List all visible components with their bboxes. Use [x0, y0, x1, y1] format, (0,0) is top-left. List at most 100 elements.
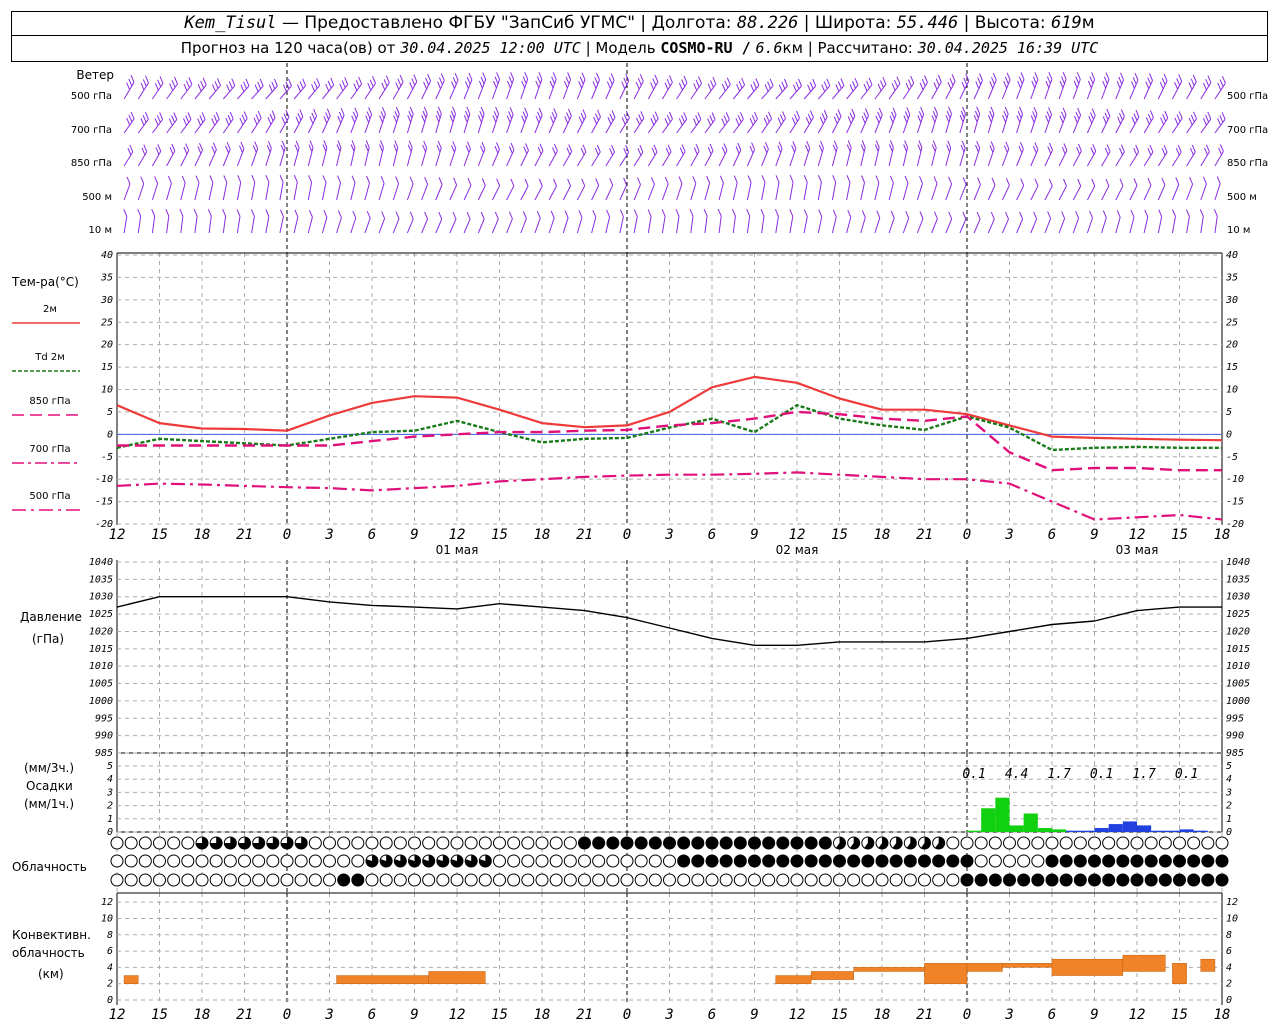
- cloud-symbol: [1215, 836, 1229, 850]
- wind-barb: [732, 77, 746, 100]
- wind-barb: [718, 175, 724, 201]
- calc-label: Рассчитано:: [817, 39, 913, 57]
- wind-barb: [817, 140, 824, 167]
- cloud-circle: [393, 873, 407, 887]
- wind-barb: [123, 75, 135, 100]
- cloud-symbol: [1173, 854, 1186, 868]
- wind-barb: [846, 210, 852, 234]
- x-tick-label-bottom: 6: [368, 1007, 376, 1023]
- wind-barb: [661, 209, 666, 234]
- cloud-symbol: [988, 854, 1002, 868]
- wind-barb: [690, 176, 697, 201]
- wind-barb: [647, 177, 655, 201]
- wind-barb: [717, 208, 722, 234]
- wind-barb: [265, 110, 276, 134]
- precip-bar: [1193, 830, 1208, 832]
- temp-tick-right: 15: [1226, 362, 1238, 373]
- x-tick-label-bottom: 15: [151, 1007, 168, 1023]
- cloud-symbol: [719, 854, 733, 868]
- wind-barb: [392, 176, 400, 201]
- x-tick-label: 15: [491, 527, 508, 543]
- wind-barb: [973, 141, 981, 167]
- precip-bar: [1094, 828, 1109, 832]
- cloud-symbol: [209, 854, 223, 868]
- cloud-fill: [876, 855, 888, 867]
- x-tick-label-bottom: 6: [708, 1007, 716, 1023]
- wind-barb: [1030, 107, 1038, 134]
- wind-barb: [676, 75, 688, 100]
- wind-barb: [902, 175, 909, 201]
- wind-barb: [506, 72, 515, 100]
- wind-barb: [293, 109, 304, 134]
- cloud-symbol: [464, 836, 478, 850]
- cloud-symbol: [1088, 873, 1101, 887]
- wind-barb: [378, 75, 390, 100]
- pressure-tick-right: 1040: [1226, 557, 1250, 568]
- cloud-fill: [422, 854, 435, 868]
- temp-tick-left: 5: [107, 407, 113, 418]
- wind-barb: [534, 211, 541, 234]
- wind-barb: [449, 141, 457, 167]
- cloud-symbol: [648, 873, 662, 887]
- x-tick-label-bottom: 15: [491, 1007, 508, 1023]
- cloud-circle: [507, 836, 521, 850]
- wind-barb: [1214, 144, 1224, 167]
- wind-barb: [520, 211, 527, 234]
- wind-barb: [435, 211, 443, 234]
- precip-tick-right: 2: [1226, 801, 1232, 812]
- wind-barb: [846, 78, 859, 100]
- wind-barb: [491, 106, 500, 134]
- cloud-symbol: [1130, 873, 1144, 887]
- pressure-tick-right: 1030: [1226, 592, 1250, 603]
- wind-barb: [916, 75, 928, 100]
- cloud-circle: [167, 854, 181, 868]
- cloud-fill: [1060, 874, 1073, 886]
- wind-barb: [775, 111, 786, 134]
- wind-barb: [1072, 210, 1080, 234]
- wind-barb: [789, 110, 800, 134]
- cloud-symbol: [1173, 873, 1186, 887]
- cloud-circle: [946, 836, 960, 850]
- cloud-symbol: [521, 854, 535, 868]
- x-tick-label: 3: [664, 527, 673, 543]
- wind-barb: [562, 108, 572, 134]
- wind-barb: [916, 107, 925, 134]
- conv-cloud-bar: [336, 975, 429, 984]
- cloud-symbol: [181, 836, 195, 850]
- cloud-fill: [819, 855, 832, 867]
- wind-barb: [888, 140, 894, 167]
- wind-barb: [194, 143, 203, 167]
- wind-barb: [207, 209, 212, 234]
- wind-barb: [193, 208, 198, 234]
- cloud-fill: [1088, 855, 1101, 867]
- wind-barb: [1101, 108, 1111, 134]
- wind-barb: [1200, 111, 1212, 134]
- wind-barb: [1030, 178, 1039, 201]
- cloud-circle: [507, 854, 521, 868]
- temp-tick-right: 10: [1226, 385, 1238, 396]
- wind-barb: [506, 142, 515, 167]
- wind-level-left: 500 м: [82, 192, 112, 203]
- wind-level-right: 850 гПа: [1227, 158, 1268, 169]
- wind-barb: [392, 140, 399, 167]
- x-tick-label: 0: [283, 527, 291, 543]
- wind-barb: [378, 107, 386, 134]
- x-tick-label-bottom: 9: [1090, 1007, 1098, 1023]
- precip-tick-right: 0: [1226, 827, 1232, 838]
- wind-barb: [562, 72, 572, 100]
- temp-tick-left: -15: [95, 497, 113, 508]
- cloud-symbol: [1130, 836, 1144, 850]
- cloud-symbol: [932, 854, 946, 868]
- precip-unit-1h: (мм/1ч.): [24, 797, 74, 811]
- wind-barb: [1143, 73, 1153, 100]
- model-name: COSMO-RU /: [660, 39, 751, 57]
- cloud-circle: [847, 873, 861, 887]
- cloud-circle: [124, 873, 138, 887]
- wind-barb: [237, 78, 250, 100]
- cloud-symbol: [535, 854, 549, 868]
- wind-barb: [718, 77, 731, 100]
- cloud-symbol: [833, 836, 846, 850]
- cloud-circle: [861, 873, 875, 887]
- wind-barb: [817, 175, 822, 201]
- wind-barb: [166, 76, 178, 100]
